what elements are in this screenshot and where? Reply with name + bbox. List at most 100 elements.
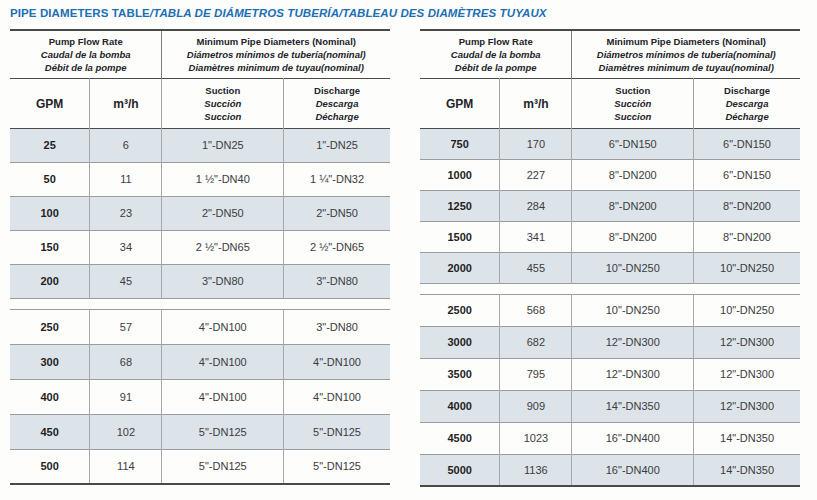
cell-suction: 4"-DN100 — [162, 344, 284, 379]
header-pump-flow-rate-fr: Débit de la pompe — [422, 61, 569, 74]
cell-gpm: 1000 — [420, 159, 500, 190]
pipe-table-low-flow: Pump Flow Rate Caudal de la bomba Débit … — [10, 29, 390, 485]
cell-suction: 8"-DN200 — [572, 190, 694, 221]
col-header-m3h: m³/h — [500, 78, 572, 128]
group-separator — [10, 298, 390, 309]
cell-discharge: 6"-DN150 — [694, 128, 800, 159]
cell-m3h: 795 — [500, 358, 572, 390]
cell-m3h: 568 — [500, 294, 572, 326]
cell-m3h: 91 — [90, 379, 162, 414]
cell-suction: 12"-DN300 — [572, 358, 694, 390]
cell-m3h: 227 — [500, 159, 572, 190]
cell-gpm: 200 — [10, 264, 90, 298]
cell-gpm: 250 — [10, 309, 90, 344]
table-row: 300684"-DN1004"-DN100 — [10, 344, 390, 379]
cell-gpm: 2000 — [420, 252, 500, 283]
cell-discharge: 2 ½"-DN65 — [284, 230, 390, 264]
cell-suction: 4"-DN100 — [162, 379, 284, 414]
table-row: 4501025"-DN1255"-DN125 — [10, 414, 390, 449]
cell-suction: 10"-DN250 — [572, 252, 694, 283]
table-header: Pump Flow Rate Caudal de la bomba Débit … — [420, 30, 800, 128]
cell-suction: 2 ½"-DN65 — [162, 230, 284, 264]
cell-discharge: 10"-DN250 — [694, 252, 800, 283]
page-title-english: PIPE DIAMETERS TABLE — [10, 7, 150, 19]
cell-suction: 8"-DN200 — [572, 159, 694, 190]
col-header-gpm: GPM — [10, 78, 90, 128]
cell-discharge: 10"-DN250 — [694, 294, 800, 326]
cell-discharge: 5"-DN125 — [284, 449, 390, 484]
cell-discharge: 12"-DN300 — [694, 390, 800, 422]
cell-suction: 2"-DN50 — [162, 196, 284, 230]
cell-m3h: 170 — [500, 128, 572, 159]
cell-gpm: 2500 — [420, 294, 500, 326]
table-row: 100232"-DN502"-DN50 — [10, 196, 390, 230]
cell-suction: 10"-DN250 — [572, 294, 694, 326]
cell-gpm: 4500 — [420, 422, 500, 454]
header-min-pipe-diameters-es: Diámetros mínimos de tubería(nominal) — [164, 48, 388, 61]
table-row: 10002278"-DN2006"-DN150 — [420, 159, 800, 190]
col-header-discharge: Discharge Descarga Décharge — [694, 78, 800, 128]
table-row: 50111 ½"-DN401 ¼"-DN32 — [10, 162, 390, 196]
cell-suction: 6"-DN150 — [572, 128, 694, 159]
cell-gpm: 750 — [420, 128, 500, 159]
table-row: 350079512"-DN30012"-DN300 — [420, 358, 800, 390]
cell-m3h: 57 — [90, 309, 162, 344]
table-row: 7501706"-DN1506"-DN150 — [420, 128, 800, 159]
header-pump-flow-rate-fr: Débit de la pompe — [12, 61, 159, 74]
cell-gpm: 50 — [10, 162, 90, 196]
cell-gpm: 3500 — [420, 358, 500, 390]
cell-gpm: 400 — [10, 379, 90, 414]
col-header-discharge: Discharge Descarga Décharge — [284, 78, 390, 128]
cell-gpm: 300 — [10, 344, 90, 379]
cell-m3h: 1136 — [500, 454, 572, 486]
col-header-suction: Suction Succión Succion — [162, 78, 284, 128]
table-header: Pump Flow Rate Caudal de la bomba Débit … — [10, 30, 390, 128]
cell-discharge: 6"-DN150 — [694, 159, 800, 190]
cell-suction: 16"-DN400 — [572, 422, 694, 454]
page: PIPE DIAMETERS TABLE/TABLA DE DIÁMETROS … — [0, 0, 817, 487]
table-row: 300068212"-DN30012"-DN300 — [420, 326, 800, 358]
tables-container: Pump Flow Rate Caudal de la bomba Débit … — [10, 29, 817, 487]
cell-gpm: 500 — [10, 449, 90, 484]
cell-m3h: 909 — [500, 390, 572, 422]
cell-suction: 5"-DN125 — [162, 449, 284, 484]
cell-m3h: 284 — [500, 190, 572, 221]
header-pump-flow-rate-en: Pump Flow Rate — [12, 35, 159, 48]
cell-discharge: 14"-DN350 — [694, 454, 800, 486]
cell-discharge: 12"-DN300 — [694, 358, 800, 390]
cell-suction: 8"-DN200 — [572, 221, 694, 252]
cell-discharge: 3"-DN80 — [284, 309, 390, 344]
cell-m3h: 6 — [90, 128, 162, 162]
cell-m3h: 114 — [90, 449, 162, 484]
table-row: 400090914"-DN35012"-DN300 — [420, 390, 800, 422]
page-title: PIPE DIAMETERS TABLE/TABLA DE DIÁMETROS … — [10, 7, 817, 19]
cell-discharge: 12"-DN300 — [694, 326, 800, 358]
cell-gpm: 4000 — [420, 390, 500, 422]
page-title-translations: /TABLA DE DIÁMETROS TUBERÍA/TABLEAU DES … — [150, 7, 547, 19]
cell-gpm: 1500 — [420, 221, 500, 252]
cell-discharge: 2"-DN50 — [284, 196, 390, 230]
col-header-m3h: m³/h — [90, 78, 162, 128]
header-pump-flow-rate-es: Caudal de la bomba — [12, 48, 159, 61]
cell-m3h: 11 — [90, 162, 162, 196]
cell-gpm: 1250 — [420, 190, 500, 221]
header-min-pipe-diameters-fr: Diamètres minimum de tuyau(nominal) — [164, 61, 388, 74]
cell-gpm: 100 — [10, 196, 90, 230]
table-row: 5001145"-DN1255"-DN125 — [10, 449, 390, 484]
header-min-pipe-diameters-fr: Diamètres minimum de tuyau(nominal) — [574, 61, 798, 74]
cell-discharge: 4"-DN100 — [284, 379, 390, 414]
header-pump-flow-rate-es: Caudal de la bomba — [422, 48, 569, 61]
table-body: 2561"-DN251"-DN2550111 ½"-DN401 ¼"-DN321… — [10, 128, 390, 484]
cell-suction: 16"-DN400 — [572, 454, 694, 486]
cell-m3h: 68 — [90, 344, 162, 379]
cell-gpm: 3000 — [420, 326, 500, 358]
col-header-gpm: GPM — [420, 78, 500, 128]
cell-gpm: 150 — [10, 230, 90, 264]
cell-suction: 4"-DN100 — [162, 309, 284, 344]
header-min-pipe-diameters-en: Minimum Pipe Diameters (Nominal) — [164, 35, 388, 48]
table-row: 200453"-DN803"-DN80 — [10, 264, 390, 298]
cell-gpm: 5000 — [420, 454, 500, 486]
cell-discharge: 1"-DN25 — [284, 128, 390, 162]
cell-gpm: 450 — [10, 414, 90, 449]
header-min-pipe-diameters-es: Diámetros mínimos de tubería(nominal) — [574, 48, 798, 61]
